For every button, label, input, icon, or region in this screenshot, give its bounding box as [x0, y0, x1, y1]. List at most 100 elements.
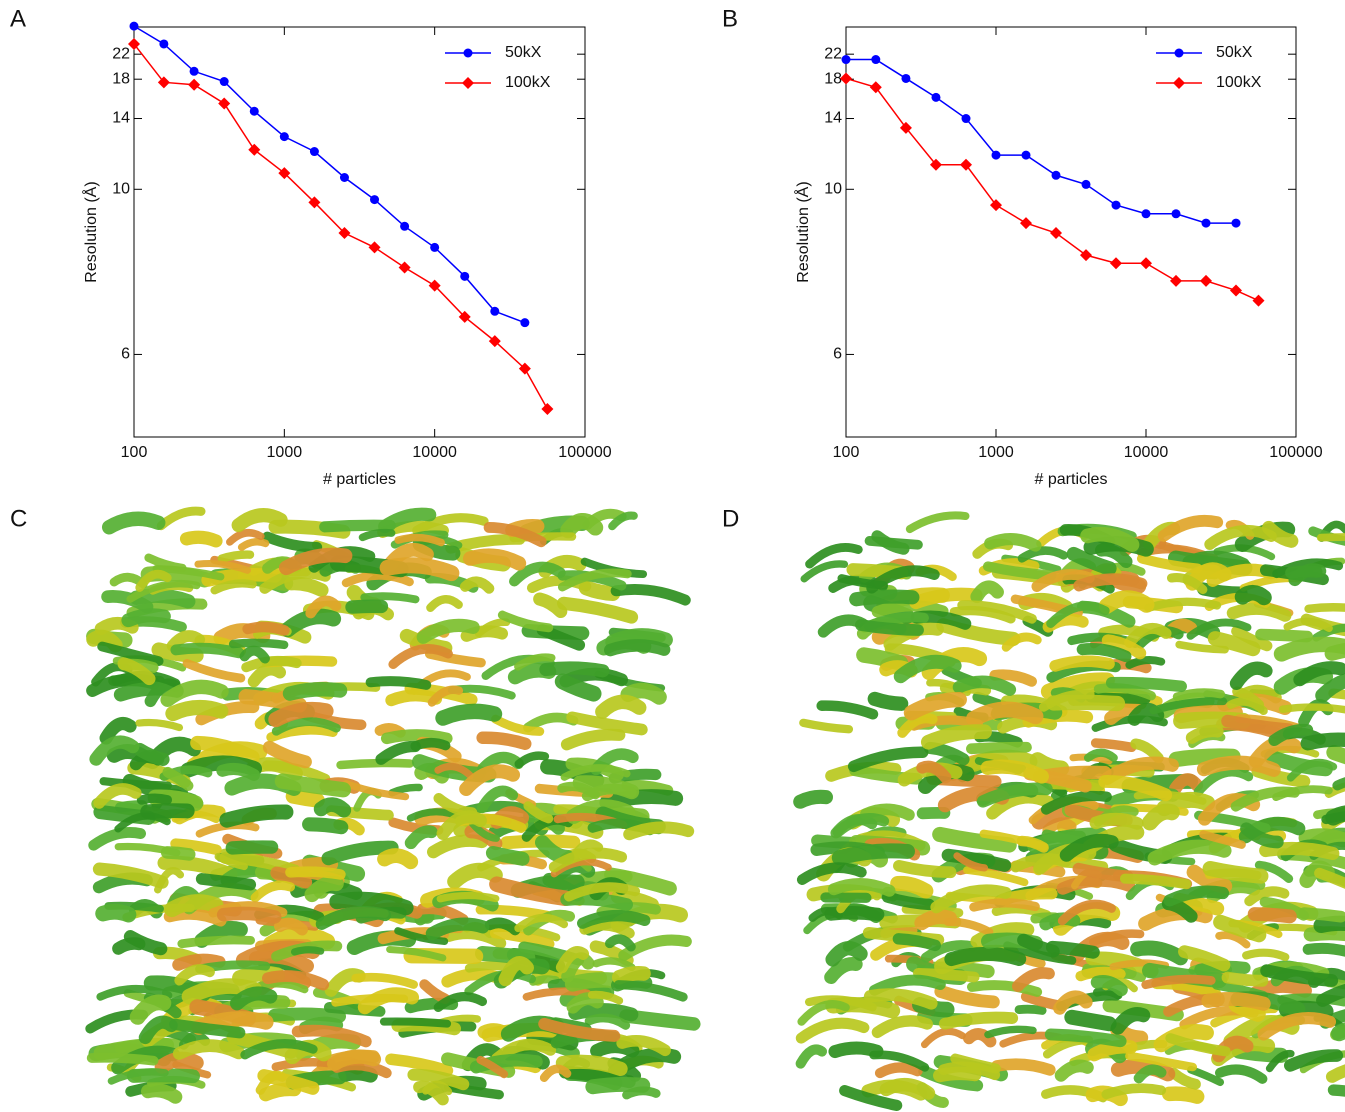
density-strand: [1316, 983, 1345, 1007]
density-strand: [1169, 773, 1204, 795]
marker: [841, 55, 851, 65]
density-strand: [1262, 520, 1299, 548]
y-tick-label: 6: [121, 346, 130, 363]
density-strand: [1100, 756, 1179, 786]
density-strand: [379, 1017, 452, 1028]
density-strand: [1255, 628, 1314, 643]
density-strand: [315, 905, 392, 930]
marker: [961, 114, 971, 124]
density-strand: [1197, 582, 1248, 600]
density-strand: [514, 653, 556, 671]
plot-frame: [845, 26, 1297, 438]
density-strand: [555, 946, 590, 974]
density-strand: [1260, 964, 1339, 987]
density-strand: [1231, 625, 1273, 652]
density-strand: [1142, 803, 1180, 831]
density-strand: [1264, 749, 1333, 777]
density-strand: [932, 826, 1017, 853]
density-strand: [1304, 603, 1345, 614]
density-strand: [484, 917, 521, 936]
density-strand: [610, 583, 691, 606]
density-strand: [824, 906, 885, 922]
density-strand: [1157, 514, 1224, 542]
marker: [520, 318, 530, 328]
x-axis-label: # particles: [323, 471, 396, 488]
density-strand: [560, 764, 631, 781]
density-strand: [136, 793, 173, 805]
marker: [458, 310, 471, 323]
density-strand: [930, 884, 1012, 914]
density-strand: [476, 785, 519, 814]
density-strand: [800, 560, 849, 583]
density-strand: [1014, 1004, 1047, 1015]
density-strand: [1098, 775, 1173, 802]
density-strand: [1130, 738, 1164, 764]
x-tick-label: 10000: [412, 444, 457, 461]
density-strand: [871, 1015, 933, 1039]
density-strand: [424, 649, 486, 668]
density-strand: [1044, 1028, 1127, 1048]
density-strand: [1213, 914, 1267, 943]
density-strand: [378, 507, 437, 534]
density-strand: [605, 628, 673, 650]
y-tick-label: 6: [833, 346, 842, 363]
density-strand: [1327, 1084, 1345, 1097]
x-axis-label: # particles: [1035, 471, 1108, 488]
density-strand: [231, 508, 288, 533]
density-strand: [1161, 1086, 1205, 1104]
density-strand: [436, 810, 487, 841]
density-strand: [548, 847, 628, 873]
density-strand: [1089, 929, 1145, 947]
density-strand: [427, 685, 464, 707]
density-strand: [1316, 533, 1345, 542]
density-strand: [1298, 907, 1345, 923]
density-strand: [1325, 805, 1345, 826]
density-strand: [1186, 864, 1233, 894]
density-strand: [560, 513, 604, 539]
density-strand: [268, 1007, 347, 1023]
density-strand: [1165, 1033, 1231, 1057]
density-strand: [1202, 861, 1269, 884]
density-strand: [1046, 694, 1126, 712]
density-strand: [879, 1078, 936, 1100]
density-strand: [1076, 643, 1132, 663]
density-strand: [86, 629, 123, 653]
density-strand: [360, 592, 420, 604]
density-strand: [949, 605, 1016, 624]
density-strand: [1130, 940, 1189, 966]
series-line: [133, 25, 526, 324]
density-strand: [257, 1069, 320, 1095]
y-tick-label: 10: [112, 181, 130, 198]
density-strand: [483, 521, 547, 548]
density-strand: [1090, 738, 1137, 753]
density-strand: [258, 1082, 302, 1102]
legend-label: 50kX: [1216, 44, 1253, 61]
marker: [157, 76, 170, 89]
density-strand: [268, 701, 334, 728]
density-strand: [970, 922, 1035, 948]
density-strand: [554, 673, 602, 702]
marker: [188, 78, 201, 91]
density-strand: [242, 621, 290, 636]
density-strand: [165, 699, 229, 722]
density-strand: [377, 848, 419, 870]
marker: [541, 402, 554, 415]
density-strand: [413, 1080, 449, 1106]
density-strand: [539, 661, 610, 678]
density-strand: [579, 919, 635, 939]
plot-frame: [133, 26, 586, 438]
density-strand: [239, 645, 270, 664]
density-strand: [1259, 896, 1309, 921]
density-strand: [419, 979, 451, 1005]
density-strand: [274, 773, 351, 798]
density-strand: [92, 862, 169, 889]
density-strand: [866, 565, 940, 594]
density-strand: [1283, 1049, 1344, 1072]
density-strand: [1109, 959, 1170, 971]
density-strand: [1286, 758, 1338, 782]
density-strand: [1221, 971, 1269, 987]
density-strand: [980, 759, 1049, 784]
density-strand: [229, 986, 278, 1011]
density-strand: [799, 718, 854, 734]
legend-label: 100kX: [1216, 74, 1262, 91]
